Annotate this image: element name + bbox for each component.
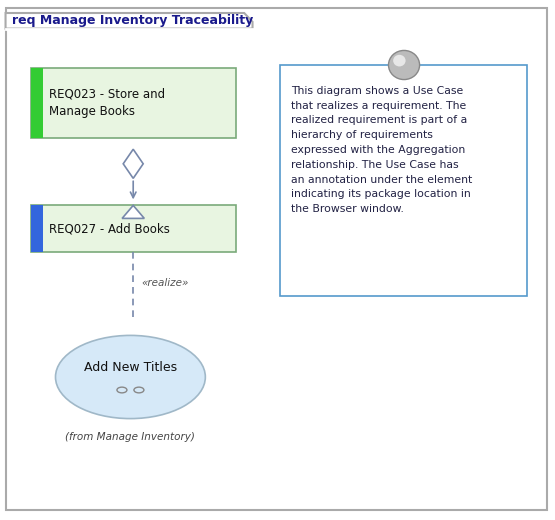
FancyBboxPatch shape <box>280 65 527 296</box>
FancyBboxPatch shape <box>31 205 236 252</box>
Polygon shape <box>122 205 144 218</box>
Text: req Manage Inventory Traceability: req Manage Inventory Traceability <box>12 14 254 27</box>
Text: «realize»: «realize» <box>142 278 189 289</box>
FancyBboxPatch shape <box>6 8 547 510</box>
Text: REQ027 - Add Books: REQ027 - Add Books <box>49 222 170 235</box>
Polygon shape <box>123 149 143 178</box>
Text: This diagram shows a Use Case
that realizes a requirement. The
realized requirem: This diagram shows a Use Case that reali… <box>291 86 473 214</box>
Text: REQ023 - Store and
Manage Books: REQ023 - Store and Manage Books <box>49 87 165 118</box>
FancyBboxPatch shape <box>31 68 43 138</box>
FancyBboxPatch shape <box>31 68 236 138</box>
Circle shape <box>388 50 420 80</box>
Circle shape <box>393 55 406 67</box>
Text: Add New Titles: Add New Titles <box>84 361 177 374</box>
FancyBboxPatch shape <box>31 205 43 252</box>
Text: (from Manage Inventory): (from Manage Inventory) <box>65 432 195 441</box>
Polygon shape <box>6 13 253 29</box>
Ellipse shape <box>56 335 205 419</box>
